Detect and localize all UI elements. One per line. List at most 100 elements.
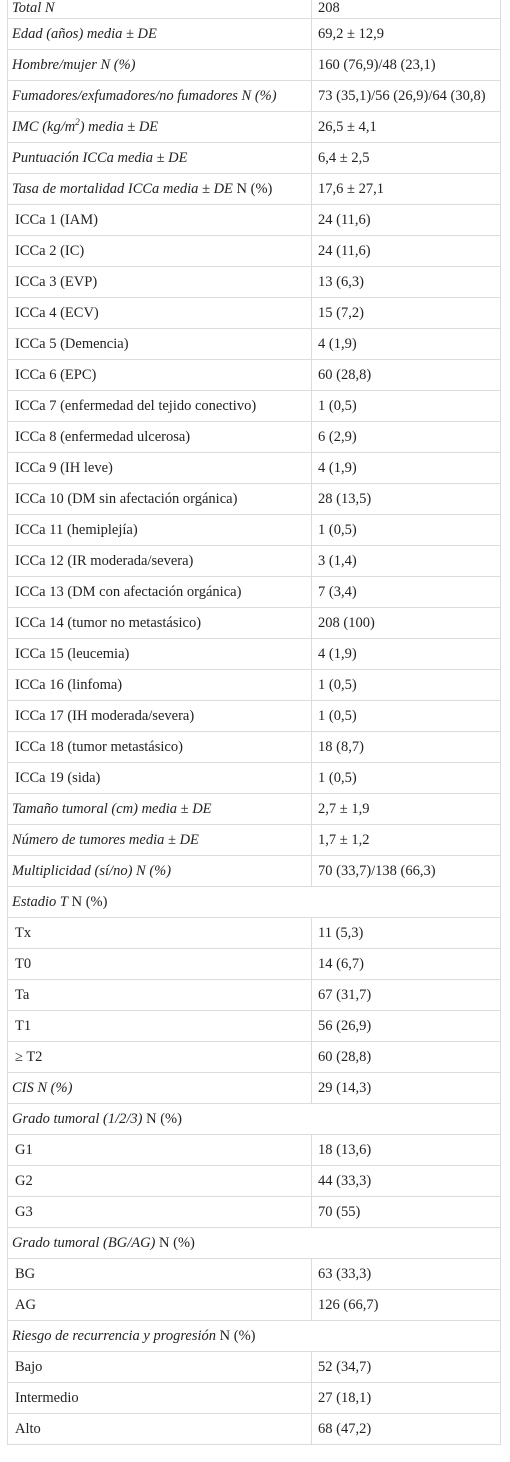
row-label: ICCa 4 (ECV)	[7, 297, 312, 329]
row-value: 208 (100)	[311, 607, 501, 639]
row-label-label-i: Número de tumores media ± DE	[12, 831, 199, 848]
row-label: ICCa 12 (IR moderada/severa)	[7, 545, 312, 577]
row-label: ≥ T2	[7, 1041, 312, 1073]
row-value: 11 (5,3)	[311, 917, 501, 949]
row-label: CIS N (%)	[7, 1072, 312, 1104]
row-label: Puntuación ICCa media ± DE	[7, 142, 312, 174]
table-row: ICCa 1 (IAM) 24 (11,6)	[7, 204, 501, 236]
row-label-label-n: N (%)	[155, 1234, 195, 1251]
row-label-label-i: IMC (kg/m	[12, 118, 76, 135]
row-label-label: ICCa 2 (IC)	[15, 242, 85, 259]
row-value: 4 (1,9)	[311, 638, 501, 670]
table-row: ICCa 14 (tumor no metastásico) 208 (100)	[7, 607, 501, 639]
row-label-label-n: N (%)	[232, 180, 273, 197]
table-row: Grado tumoral (1/2/3) N (%)	[7, 1103, 501, 1135]
row-label-label: ≥ T2	[15, 1048, 43, 1065]
row-label-label-i: Multiplicidad (sí/no) N (%)	[12, 862, 172, 879]
row-label-label: AG	[15, 1296, 36, 1313]
row-value: 6 (2,9)	[311, 421, 501, 453]
row-label-label-n: N (%)	[68, 893, 108, 910]
row-label-label: ICCa 3 (EVP)	[15, 273, 98, 290]
row-value: 27 (18,1)	[311, 1382, 501, 1414]
row-label-label: ICCa 14 (tumor no metastásico)	[15, 614, 202, 631]
row-label: ICCa 7 (enfermedad del tejido conectivo)	[7, 390, 312, 422]
row-label: ICCa 14 (tumor no metastásico)	[7, 607, 312, 639]
row-label: ICCa 18 (tumor metastásico)	[7, 731, 312, 763]
table-row: Hombre/mujer N (%) 160 (76,9)/48 (23,1)	[7, 49, 501, 81]
row-label-label: BG	[15, 1265, 36, 1282]
row-label-label: ICCa 11 (hemiplejía)	[15, 521, 138, 538]
row-value: 68 (47,2)	[311, 1413, 501, 1445]
table-row: Tamaño tumoral (cm) media ± DE 2,7 ± 1,9	[7, 793, 501, 825]
row-label-label: G1	[15, 1141, 33, 1158]
row-label-label: ICCa 8 (enfermedad ulcerosa)	[15, 428, 191, 445]
row-value: 7 (3,4)	[311, 576, 501, 608]
table-row: BG 63 (33,3)	[7, 1258, 501, 1290]
table-row: Estadio T N (%)	[7, 886, 501, 918]
row-label: ICCa 1 (IAM)	[7, 204, 312, 236]
row-label: Riesgo de recurrencia y progresión N (%)	[7, 1320, 501, 1352]
table-row: Total N 208	[7, 0, 501, 19]
table-row: IMC (kg/m2) media ± DE 26,5 ± 4,1	[7, 111, 501, 143]
table-row: Riesgo de recurrencia y progresión N (%)	[7, 1320, 501, 1352]
row-value: 28 (13,5)	[311, 483, 501, 515]
row-label-label-i: Edad (años) media ± DE	[12, 25, 157, 42]
table-row: ICCa 8 (enfermedad ulcerosa) 6 (2,9)	[7, 421, 501, 453]
row-label: G1	[7, 1134, 312, 1166]
table-row: Grado tumoral (BG/AG) N (%)	[7, 1227, 501, 1259]
row-label: Tasa de mortalidad ICCa media ± DE N (%)	[7, 173, 312, 205]
row-label: ICCa 19 (sida)	[7, 762, 312, 794]
row-label-label: T0	[15, 955, 32, 972]
row-label: IMC (kg/m2) media ± DE	[7, 111, 312, 143]
row-value: 24 (11,6)	[311, 235, 501, 267]
row-label: ICCa 13 (DM con afectación orgánica)	[7, 576, 312, 608]
row-label-label-i: Puntuación ICCa media ± DE	[12, 149, 188, 166]
row-value: 26,5 ± 4,1	[311, 111, 501, 143]
row-label-label-i: Estadio T	[12, 893, 68, 910]
table-row: ICCa 6 (EPC) 60 (28,8)	[7, 359, 501, 391]
row-value: 18 (13,6)	[311, 1134, 501, 1166]
row-label-label: ICCa 5 (Demencia)	[15, 335, 129, 352]
row-label: ICCa 2 (IC)	[7, 235, 312, 267]
row-value: 126 (66,7)	[311, 1289, 501, 1321]
row-value: 1 (0,5)	[311, 700, 501, 732]
row-value: 56 (26,9)	[311, 1010, 501, 1042]
table-row: G2 44 (33,3)	[7, 1165, 501, 1197]
row-value: 44 (33,3)	[311, 1165, 501, 1197]
row-label-label: ICCa 6 (EPC)	[15, 366, 97, 383]
row-label: T0	[7, 948, 312, 980]
row-label-label: Intermedio	[15, 1389, 79, 1406]
row-label: ICCa 10 (DM sin afectación orgánica)	[7, 483, 312, 515]
table-row: AG 126 (66,7)	[7, 1289, 501, 1321]
row-label: Estadio T N (%)	[7, 886, 501, 918]
table-row: Edad (años) media ± DE 69,2 ± 12,9	[7, 18, 501, 50]
table-row: ICCa 17 (IH moderada/severa) 1 (0,5)	[7, 700, 501, 732]
row-label: Hombre/mujer N (%)	[7, 49, 312, 81]
row-value: 14 (6,7)	[311, 948, 501, 980]
row-label-label: G3	[15, 1203, 33, 1220]
row-label: ICCa 16 (linfoma)	[7, 669, 312, 701]
table-row: ICCa 3 (EVP) 13 (6,3)	[7, 266, 501, 298]
row-label-label: T1	[15, 1017, 32, 1034]
row-value: 13 (6,3)	[311, 266, 501, 298]
row-label-label: ICCa 18 (tumor metastásico)	[15, 738, 183, 755]
row-label-label-n: N (%)	[216, 1327, 256, 1344]
row-label-label: Tx	[15, 924, 32, 941]
table-row: ICCa 18 (tumor metastásico) 18 (8,7)	[7, 731, 501, 763]
row-value: 6,4 ± 2,5	[311, 142, 501, 174]
row-label: Alto	[7, 1413, 312, 1445]
row-value: 4 (1,9)	[311, 328, 501, 360]
characteristics-table: Total N 208 Edad (años) media ± DE 69,2 ± 1…	[7, 0, 501, 1445]
row-value: 63 (33,3)	[311, 1258, 501, 1290]
table-row: ICCa 12 (IR moderada/severa) 3 (1,4)	[7, 545, 501, 577]
row-label-sup: 2	[75, 116, 80, 127]
row-label-label-i: Hombre/mujer N (%)	[12, 56, 136, 73]
row-label: ICCa 6 (EPC)	[7, 359, 312, 391]
row-label-label-i2: ) media ± DE	[79, 118, 159, 135]
row-value: 1 (0,5)	[311, 669, 501, 701]
table-row: G3 70 (55)	[7, 1196, 501, 1228]
row-label: ICCa 9 (IH leve)	[7, 452, 312, 484]
row-label: ICCa 5 (Demencia)	[7, 328, 312, 360]
row-value: 69,2 ± 12,9	[311, 18, 501, 50]
table-row: ICCa 4 (ECV) 15 (7,2)	[7, 297, 501, 329]
